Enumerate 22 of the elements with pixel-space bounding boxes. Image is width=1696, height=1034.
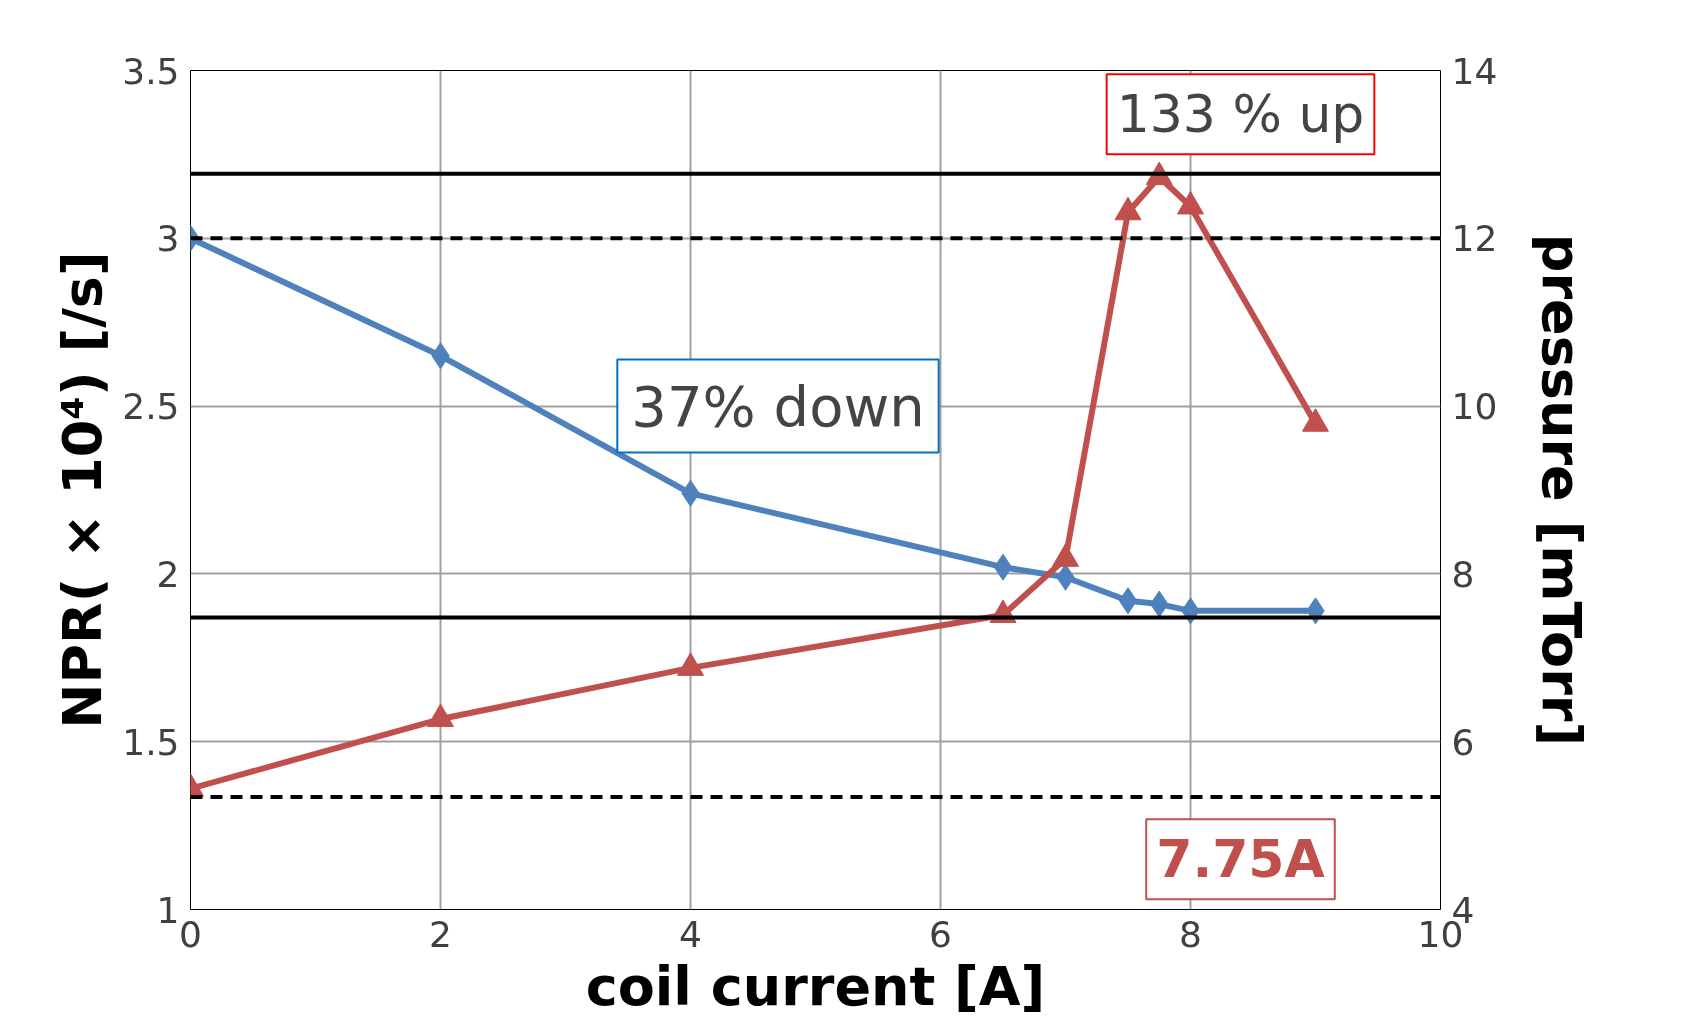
x-axis-title: coil current [A]	[585, 954, 1046, 1018]
x-tick-label: 4	[679, 913, 702, 955]
y-tick-label: 3.5	[122, 50, 180, 92]
y-tick-label: 1	[156, 889, 180, 931]
x-tick-label: 6	[929, 913, 952, 955]
x-tick-label: 8	[1179, 913, 1202, 955]
y-tick-label: 2.5	[122, 386, 180, 428]
y-tick-label: 1.5	[122, 721, 180, 763]
annotation: 7.75A	[1156, 829, 1325, 890]
y-axis-title: NPR( × 10⁴) [/s]	[51, 251, 115, 729]
y-tick-label: 3	[156, 218, 180, 260]
y2-tick-label: 10	[1451, 386, 1498, 428]
x-tick-label: 0	[179, 913, 202, 955]
y2-tick-label: 6	[1451, 721, 1475, 763]
y2-tick-label: 8	[1451, 553, 1475, 595]
y-tick-label: 2	[156, 553, 180, 595]
annotation: 37% down	[631, 373, 925, 439]
annotation: 133 % up	[1116, 84, 1365, 145]
y2-tick-label: 12	[1451, 218, 1498, 260]
x-tick-label: 2	[429, 913, 452, 955]
y2-axis-title: pressure [mTorr]	[1530, 233, 1594, 747]
y2-tick-label: 14	[1451, 50, 1498, 92]
